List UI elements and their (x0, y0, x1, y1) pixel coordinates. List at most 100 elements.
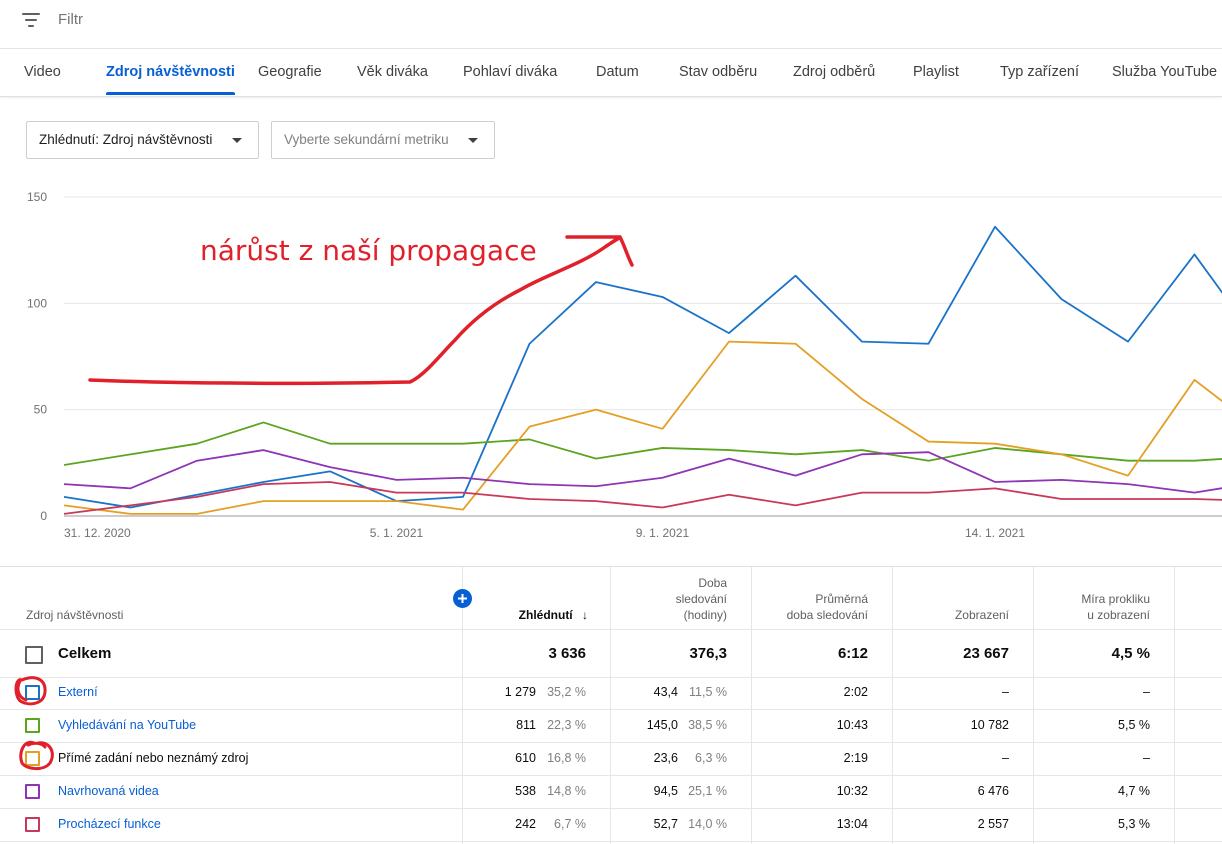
annotation-text: nárůst z naší propagace (200, 234, 537, 267)
impressions-header-label: Zobrazení (954, 608, 1009, 622)
avg-duration-column-header[interactable]: Průměrná doba sledování (752, 591, 868, 623)
line-chart: 0 50 100 150 31. 12. 2020 5. 1. 2021 9. 1. 202… (27, 190, 1222, 540)
total-row: Celkem 3 636 376,3 6:12 23 667 4,5 % (0, 629, 1222, 678)
watch-time-value: 23,6 (653, 751, 678, 765)
tab-3[interactable]: Věk diváka (357, 64, 428, 80)
avg-duration-value: 2:19 (843, 751, 868, 765)
tab-2[interactable]: Geografie (258, 64, 322, 80)
impressions-value: 10 782 (970, 718, 1009, 732)
tab-8[interactable]: Playlist (913, 64, 959, 80)
series-line[interactable] (63, 449, 1222, 494)
avg-duration-value: 10:43 (836, 718, 868, 732)
filter-bar (0, 0, 1222, 49)
tab-7[interactable]: Zdroj odběrů (793, 64, 876, 80)
views-header-label: Zhlédnutí (518, 608, 573, 622)
series-checkbox[interactable] (25, 718, 40, 733)
source-label[interactable]: Externí (58, 685, 98, 699)
tab-5[interactable]: Datum (596, 64, 639, 80)
tab-9[interactable]: Typ zařízení (1000, 64, 1079, 80)
total-impressions: 23 667 (963, 645, 1009, 662)
x-tick-label: 31. 12. 2020 (64, 526, 131, 540)
watch-time-value: 52,7 (653, 817, 678, 831)
views-percent: 35,2 % (547, 685, 586, 699)
source-label[interactable]: Navrhovaná videa (58, 784, 159, 798)
series-checkbox[interactable] (25, 685, 40, 700)
secondary-metric-select[interactable]: Vyberte sekundární metriku (271, 121, 495, 159)
secondary-metric-placeholder: Vyberte sekundární metriku (284, 132, 449, 147)
total-checkbox[interactable] (25, 646, 43, 664)
watch-time-percent: 14,0 % (688, 817, 727, 831)
source-column-header: Zdroj návštěvnosti (26, 608, 124, 622)
impressions-column-header[interactable]: Zobrazení (893, 607, 1009, 623)
y-tick-label: 100 (27, 296, 47, 310)
avg-duration-value: 2:02 (843, 685, 868, 699)
chevron-down-icon (232, 138, 242, 143)
x-tick-label: 14. 1. 2021 (965, 526, 1025, 540)
series-checkbox[interactable] (25, 817, 40, 832)
table-row: Procházecí funkce 242 6,7 % 52,7 14,0 % 13:04… (0, 809, 1222, 842)
total-ctr: 4,5 % (1111, 645, 1150, 662)
y-tick-label: 150 (27, 190, 47, 204)
watch-time-percent: 38,5 % (688, 718, 727, 732)
watch-time-value: 94,5 (653, 784, 678, 798)
series-line[interactable] (63, 340, 1222, 515)
watch-time-value: 145,0 (646, 718, 678, 732)
filter-input[interactable] (58, 11, 358, 28)
tab-10[interactable]: Služba YouTube (1112, 64, 1218, 80)
y-tick-label: 0 (40, 509, 47, 523)
views-percent: 6,7 % (554, 817, 586, 831)
series-checkbox[interactable] (25, 751, 40, 766)
tab-1[interactable]: Zdroj návštěvnosti (106, 49, 235, 96)
watch-time-header-sub1: sledování (675, 592, 727, 606)
avg-duration-header-label: Průměrná (815, 592, 868, 606)
metric-select[interactable]: Zhlédnutí: Zdroj návštěvnosti (26, 121, 259, 159)
total-views: 3 636 (548, 645, 586, 662)
watch-time-percent: 25,1 % (688, 784, 727, 798)
watch-time-column-header[interactable]: Doba sledování (hodiny) (612, 575, 727, 623)
table-row: Vyhledávání na YouTube 811 22,3 % 145,0 38,5… (0, 710, 1222, 743)
watch-time-percent: 11,5 % (689, 685, 727, 699)
avg-duration-value: 13:04 (836, 817, 868, 831)
metric-select-value: Zhlédnutí: Zdroj návštěvnosti (39, 132, 213, 147)
source-label[interactable]: Vyhledávání na YouTube (58, 718, 197, 732)
hand-drawn-circles (14, 676, 54, 771)
ctr-value: – (1143, 685, 1150, 699)
impressions-value: – (1002, 751, 1009, 765)
watch-time-value: 43,4 (653, 685, 678, 699)
watch-time-percent: 6,3 % (695, 751, 727, 765)
ctr-value: 5,5 % (1118, 718, 1150, 732)
views-value: 1 279 (504, 685, 536, 699)
table-row: Přímé zadání nebo neznámý zdroj 610 16,8 %… (0, 743, 1222, 776)
ctr-column-header[interactable]: Míra prokliku u zobrazení (1034, 591, 1150, 623)
views-percent: 22,3 % (547, 718, 586, 732)
series-line[interactable] (63, 225, 1222, 509)
views-value: 242 (515, 817, 536, 831)
views-percent: 16,8 % (547, 751, 586, 765)
tab-6[interactable]: Stav odběru (679, 64, 758, 80)
filter-icon[interactable] (22, 13, 40, 27)
views-value: 610 (515, 751, 536, 765)
source-label: Přímé zadání nebo neznámý zdroj (58, 751, 249, 765)
views-column-header[interactable]: Zhlédnutí ↓ (470, 607, 588, 623)
watch-time-header-label: Doba (698, 576, 727, 590)
ctr-value: 5,3 % (1118, 817, 1150, 831)
tab-0[interactable]: Video (24, 64, 61, 80)
series-line[interactable] (63, 481, 1222, 515)
add-metric-button[interactable] (453, 589, 472, 608)
series-line[interactable] (63, 421, 1222, 466)
tab-4[interactable]: Pohlaví diváka (463, 64, 558, 80)
ctr-header-label: Míra prokliku (1081, 592, 1150, 606)
source-label[interactable]: Procházecí funkce (58, 817, 161, 831)
dimension-tabs: Video Zdroj návštěvnosti Geografie Věk divá… (0, 49, 1222, 97)
x-tick-label: 9. 1. 2021 (636, 526, 690, 540)
views-value: 811 (516, 718, 536, 732)
views-value: 538 (515, 784, 536, 798)
series-checkbox[interactable] (25, 784, 40, 799)
views-percent: 14,8 % (547, 784, 586, 798)
impressions-value: 6 476 (977, 784, 1009, 798)
plus-icon (458, 594, 467, 603)
y-tick-label: 50 (34, 403, 48, 417)
total-watch-time: 376,3 (689, 645, 727, 662)
watch-time-header-sub2: (hodiny) (683, 608, 727, 622)
total-avg-duration: 6:12 (837, 645, 868, 662)
